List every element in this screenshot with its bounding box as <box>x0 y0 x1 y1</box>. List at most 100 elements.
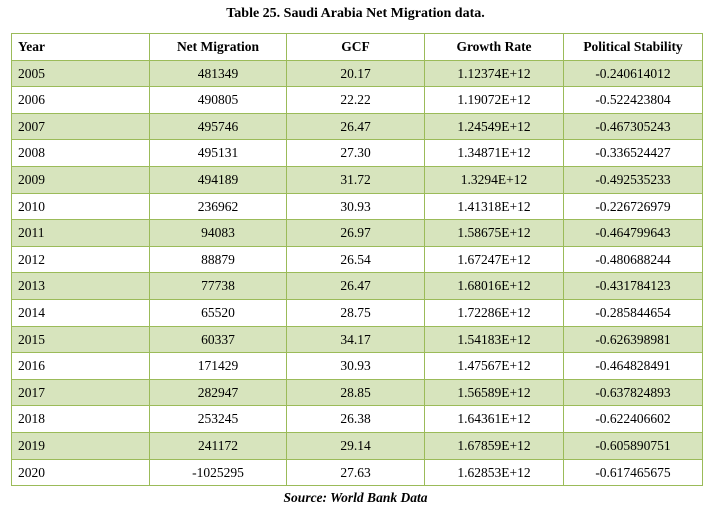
cell-gcf: 26.47 <box>286 272 425 300</box>
cell-gcf: 22.22 <box>286 86 425 114</box>
cell-gcf: 26.38 <box>286 405 425 433</box>
cell-growth-rate: 1.41318E+12 <box>424 192 564 221</box>
cell-growth-rate: 1.19072E+12 <box>424 86 564 114</box>
cell-political-stability: -0.226726979 <box>563 192 703 221</box>
cell-year: 2011 <box>11 219 150 247</box>
table-row: 2011 94083 26.97 1.58675E+12 -0.464799643 <box>11 219 703 247</box>
cell-growth-rate: 1.54183E+12 <box>424 325 564 354</box>
cell-year: 2006 <box>11 86 150 114</box>
cell-year: 2020 <box>11 458 150 487</box>
cell-net-migration: 495746 <box>149 112 287 141</box>
cell-political-stability: -0.605890751 <box>563 431 703 460</box>
table-row: 2013 77738 26.47 1.68016E+12 -0.431784123 <box>11 272 703 300</box>
cell-year: 2014 <box>11 298 150 327</box>
cell-political-stability: -0.464828491 <box>563 352 703 380</box>
column-header-political-stability: Political Stability <box>563 33 703 61</box>
cell-net-migration: 481349 <box>149 59 287 88</box>
cell-net-migration: 65520 <box>149 298 287 327</box>
cell-gcf: 26.54 <box>286 245 425 274</box>
cell-gcf: 28.85 <box>286 378 425 407</box>
column-header-gcf: GCF <box>286 33 425 61</box>
cell-gcf: 31.72 <box>286 165 425 194</box>
cell-growth-rate: 1.3294E+12 <box>424 165 564 194</box>
table-row: 2012 88879 26.54 1.67247E+12 -0.480688244 <box>11 245 703 274</box>
cell-political-stability: -0.240614012 <box>563 59 703 88</box>
table-row: 2020 -1025295 27.63 1.62853E+12 -0.617465675 <box>11 458 703 487</box>
table-row: 2016 171429 30.93 1.47567E+12 -0.464828491 <box>11 352 703 380</box>
cell-year: 2009 <box>11 165 150 194</box>
cell-growth-rate: 1.62853E+12 <box>424 458 564 487</box>
table-row: 2018 253245 26.38 1.64361E+12 -0.622406602 <box>11 405 703 433</box>
header-row: Year Net Migration GCF Growth Rate Polit… <box>11 33 703 61</box>
cell-net-migration: 495131 <box>149 139 287 167</box>
cell-political-stability: -0.480688244 <box>563 245 703 274</box>
cell-year: 2015 <box>11 325 150 354</box>
cell-political-stability: -0.464799643 <box>563 219 703 247</box>
cell-net-migration: 60337 <box>149 325 287 354</box>
table-row: 2009 494189 31.72 1.3294E+12 -0.492535233 <box>11 165 703 194</box>
table-row: 2015 60337 34.17 1.54183E+12 -0.626398981 <box>11 325 703 354</box>
cell-year: 2005 <box>11 59 150 88</box>
cell-growth-rate: 1.72286E+12 <box>424 298 564 327</box>
cell-growth-rate: 1.56589E+12 <box>424 378 564 407</box>
cell-year: 2016 <box>11 352 150 380</box>
table-row: 2006 490805 22.22 1.19072E+12 -0.522423804 <box>11 86 703 114</box>
cell-net-migration: 490805 <box>149 86 287 114</box>
cell-political-stability: -0.637824893 <box>563 378 703 407</box>
cell-political-stability: -0.626398981 <box>563 325 703 354</box>
table-row: 2019 241172 29.14 1.67859E+12 -0.605890751 <box>11 431 703 460</box>
table-source: Source: World Bank Data <box>283 490 428 505</box>
cell-growth-rate: 1.64361E+12 <box>424 405 564 433</box>
cell-gcf: 26.47 <box>286 112 425 141</box>
cell-political-stability: -0.492535233 <box>563 165 703 194</box>
cell-net-migration: 253245 <box>149 405 287 433</box>
cell-political-stability: -0.431784123 <box>563 272 703 300</box>
cell-gcf: 27.63 <box>286 458 425 487</box>
column-header-year: Year <box>11 33 150 61</box>
cell-gcf: 30.93 <box>286 352 425 380</box>
cell-political-stability: -0.285844654 <box>563 298 703 327</box>
cell-net-migration: 94083 <box>149 219 287 247</box>
cell-year: 2017 <box>11 378 150 407</box>
cell-year: 2008 <box>11 139 150 167</box>
table-caption: Table 25. Saudi Arabia Net Migration dat… <box>226 6 485 21</box>
column-header-net-migration: Net Migration <box>149 33 287 61</box>
cell-growth-rate: 1.34871E+12 <box>424 139 564 167</box>
cell-year: 2013 <box>11 272 150 300</box>
data-table: Year Net Migration GCF Growth Rate Polit… <box>11 33 703 487</box>
cell-growth-rate: 1.67859E+12 <box>424 431 564 460</box>
cell-gcf: 20.17 <box>286 59 425 88</box>
cell-net-migration: 241172 <box>149 431 287 460</box>
cell-year: 2012 <box>11 245 150 274</box>
cell-gcf: 34.17 <box>286 325 425 354</box>
cell-gcf: 27.30 <box>286 139 425 167</box>
cell-gcf: 30.93 <box>286 192 425 221</box>
cell-political-stability: -0.622406602 <box>563 405 703 433</box>
table-row: 2005 481349 20.17 1.12374E+12 -0.240614012 <box>11 59 703 88</box>
cell-net-migration: 171429 <box>149 352 287 380</box>
cell-growth-rate: 1.58675E+12 <box>424 219 564 247</box>
cell-gcf: 28.75 <box>286 298 425 327</box>
cell-gcf: 29.14 <box>286 431 425 460</box>
cell-net-migration: 282947 <box>149 378 287 407</box>
cell-year: 2019 <box>11 431 150 460</box>
cell-political-stability: -0.617465675 <box>563 458 703 487</box>
table-row: 2017 282947 28.85 1.56589E+12 -0.637824893 <box>11 378 703 407</box>
cell-net-migration: 494189 <box>149 165 287 194</box>
cell-political-stability: -0.467305243 <box>563 112 703 141</box>
cell-year: 2018 <box>11 405 150 433</box>
table-body: 2005 481349 20.17 1.12374E+12 -0.240614012 20… <box>11 59 703 487</box>
table-row: 2014 65520 28.75 1.72286E+12 -0.285844654 <box>11 298 703 327</box>
cell-growth-rate: 1.24549E+12 <box>424 112 564 141</box>
cell-political-stability: -0.522423804 <box>563 86 703 114</box>
cell-gcf: 26.97 <box>286 219 425 247</box>
cell-growth-rate: 1.67247E+12 <box>424 245 564 274</box>
table-row: 2008 495131 27.30 1.34871E+12 -0.336524427 <box>11 139 703 167</box>
table-row: 2010 236962 30.93 1.41318E+12 -0.226726979 <box>11 192 703 221</box>
cell-net-migration: -1025295 <box>149 458 287 487</box>
cell-growth-rate: 1.12374E+12 <box>424 59 564 88</box>
cell-net-migration: 236962 <box>149 192 287 221</box>
cell-year: 2010 <box>11 192 150 221</box>
cell-political-stability: -0.336524427 <box>563 139 703 167</box>
cell-net-migration: 77738 <box>149 272 287 300</box>
